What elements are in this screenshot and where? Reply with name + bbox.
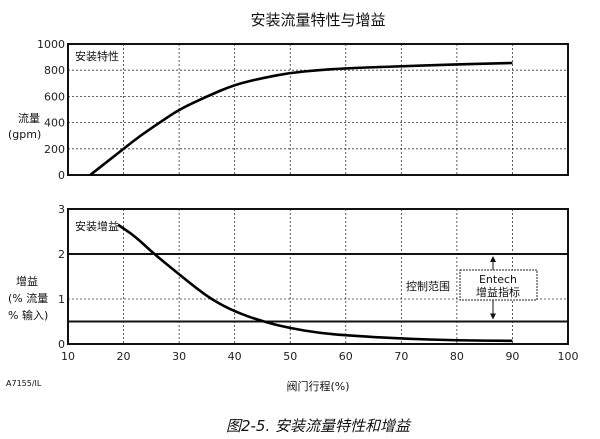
gain-curve bbox=[117, 223, 513, 343]
entech-box bbox=[459, 269, 538, 301]
x-axis-label: 阀门行程(%) bbox=[286, 379, 349, 393]
figure-caption: 图2-5. 安装流量特性和增益 bbox=[226, 417, 412, 435]
bottom-ylabel-1: 增益 bbox=[16, 274, 38, 288]
arrow-up-icon bbox=[490, 256, 496, 262]
x-tick-label: 10 bbox=[61, 350, 75, 363]
y-tick-label: 800 bbox=[44, 64, 65, 77]
y-tick-label: 3 bbox=[58, 203, 65, 216]
x-tick-label: 50 bbox=[283, 350, 297, 363]
plot-frame bbox=[67, 208, 569, 345]
entech-label-1: Entech bbox=[479, 273, 517, 286]
x-tick-label: 90 bbox=[505, 350, 519, 363]
x-tick-label: 80 bbox=[450, 350, 464, 363]
x-tick-label: 100 bbox=[558, 350, 579, 363]
y-tick-label: 600 bbox=[44, 90, 65, 103]
gain-curve-label: 安装增益 bbox=[75, 219, 119, 233]
x-tick-label: 60 bbox=[339, 350, 353, 363]
arrow-down-icon bbox=[490, 313, 496, 320]
x-tick-label: 70 bbox=[394, 350, 408, 363]
bottom-ylabel-3: % 输入) bbox=[8, 308, 48, 322]
top-ylabel-2: (gpm) bbox=[8, 128, 41, 141]
chart-title: 安装流量特性与增益 bbox=[250, 11, 385, 29]
x-tick-label: 20 bbox=[117, 350, 131, 363]
y-tick-label: 0 bbox=[58, 169, 65, 182]
control-range-label: 控制范围 bbox=[406, 279, 450, 293]
y-tick-label: 0 bbox=[58, 338, 65, 351]
entech-label-2: 增益指标 bbox=[476, 285, 520, 299]
plot-frame bbox=[67, 43, 569, 176]
flow-curve-label: 安装特性 bbox=[75, 49, 119, 63]
flow-curve bbox=[89, 61, 513, 177]
x-tick-label: 40 bbox=[228, 350, 242, 363]
y-tick-label: 400 bbox=[44, 117, 65, 130]
y-tick-label: 2 bbox=[58, 248, 65, 261]
y-tick-label: 1 bbox=[58, 293, 65, 306]
top-ylabel-1: 流量 bbox=[18, 111, 40, 125]
x-tick-label: 30 bbox=[172, 350, 186, 363]
y-tick-label: 200 bbox=[44, 143, 65, 156]
figure-code: A7155/IL bbox=[6, 379, 42, 388]
bottom-ylabel-2: (% 流量 bbox=[8, 291, 48, 305]
y-tick-label: 1000 bbox=[37, 38, 65, 51]
